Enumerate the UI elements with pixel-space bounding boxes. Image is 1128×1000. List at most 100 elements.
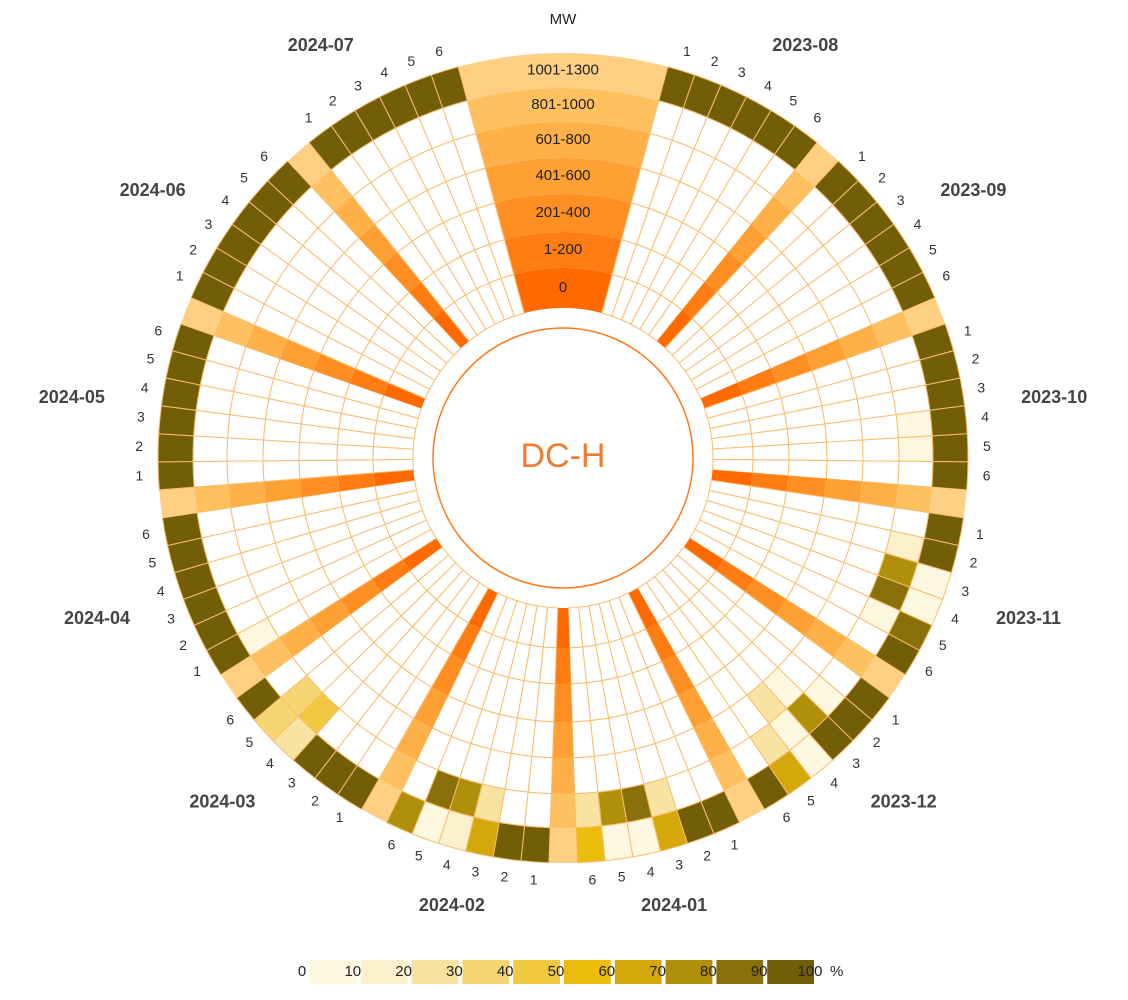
heat-cell	[336, 459, 375, 477]
separator-band	[902, 297, 946, 336]
legend-tick: 30	[446, 963, 463, 980]
separator-band	[645, 622, 676, 662]
legend-swatch	[665, 960, 713, 984]
separator-band	[213, 311, 255, 347]
separator-band	[379, 749, 417, 791]
legend-swatch	[767, 960, 814, 984]
column-label: 4	[764, 78, 772, 94]
column-label: 3	[977, 379, 985, 395]
column-label: 1	[336, 809, 344, 825]
heat-cell	[262, 459, 301, 483]
column-label: 6	[783, 809, 791, 825]
separator-band	[334, 196, 375, 238]
heat-cell	[570, 682, 591, 723]
separator-band	[279, 339, 321, 371]
column-label: 5	[929, 241, 937, 257]
heat-cell	[298, 441, 338, 462]
separator-band	[773, 169, 815, 212]
separator-band	[745, 578, 787, 615]
separator-band	[750, 472, 789, 492]
month-label: 2023-12	[871, 791, 937, 811]
ring-band	[513, 268, 613, 314]
column-label: 2	[500, 869, 508, 885]
separator-band	[861, 655, 906, 698]
ring-label: 601-800	[535, 131, 590, 148]
ring-band	[504, 232, 622, 275]
ring-label: 201-400	[535, 204, 590, 221]
separator-band	[895, 484, 932, 513]
heat-cell	[574, 791, 602, 829]
heat-cell	[524, 791, 552, 829]
column-label: 5	[149, 555, 157, 571]
legend-tick: 40	[497, 963, 514, 980]
month-label: 2024-02	[419, 895, 485, 915]
legend-tick: 20	[395, 963, 412, 980]
legend-tick: 60	[598, 963, 615, 980]
column-label: 6	[260, 148, 268, 164]
heat-cell	[895, 409, 933, 439]
heat-cell	[157, 460, 195, 491]
column-label: 3	[471, 864, 479, 880]
column-label: 2	[972, 351, 980, 367]
heat-cell	[430, 66, 468, 109]
column-label: 5	[618, 869, 626, 885]
legend-tick: 0	[298, 963, 306, 980]
column-label: 4	[141, 379, 149, 395]
column-label: 1	[530, 872, 538, 888]
heat-cell	[788, 441, 828, 462]
column-label: 2	[703, 847, 711, 863]
month-label: 2024-01	[641, 895, 707, 915]
column-label: 1	[731, 836, 739, 852]
month-label: 2024-05	[39, 387, 105, 407]
separator-band	[871, 311, 913, 347]
ring-label: 1001-1300	[527, 61, 599, 78]
heat-cell	[752, 443, 790, 461]
column-label: 3	[961, 583, 969, 599]
heat-cell	[171, 323, 215, 361]
column-label: 6	[435, 43, 443, 59]
separator-band	[657, 310, 693, 348]
ring-label: 0	[559, 279, 567, 296]
separator-band	[402, 538, 443, 571]
separator-band	[395, 718, 433, 761]
month-label: 2023-11	[996, 608, 1061, 628]
separator-band	[824, 478, 863, 503]
separator-band	[550, 793, 576, 829]
separator-band	[250, 637, 293, 678]
separator-band	[628, 588, 658, 629]
ring-band	[485, 158, 641, 203]
center-label: DC-H	[521, 437, 606, 475]
heat-cell	[897, 460, 934, 488]
legend-tick: 80	[700, 963, 717, 980]
heat-cell	[929, 405, 968, 437]
column-label: 1	[976, 526, 984, 542]
separator-band	[711, 469, 753, 487]
heat-cell	[571, 720, 595, 759]
separator-band	[775, 599, 817, 636]
column-label: 4	[981, 409, 989, 425]
column-label: 6	[813, 109, 821, 125]
column-label: 5	[415, 847, 423, 863]
separator-band	[413, 687, 448, 728]
heat-cell	[192, 435, 229, 463]
heat-cell	[192, 460, 229, 488]
separator-band	[716, 559, 754, 592]
separator-band	[556, 607, 570, 648]
ring-band	[476, 122, 650, 169]
column-label: 4	[266, 755, 274, 771]
column-label: 4	[443, 856, 451, 872]
separator-band	[433, 310, 469, 348]
heat-cell	[931, 433, 969, 463]
month-label: 2024-07	[288, 35, 354, 55]
legend-swatch	[564, 960, 611, 984]
heat-cell	[572, 755, 599, 795]
separator-band	[805, 339, 847, 371]
separator-band	[786, 475, 827, 497]
column-label: 3	[852, 755, 860, 771]
legend-swatch	[513, 960, 560, 984]
column-label: 5	[147, 351, 155, 367]
column-label: 2	[311, 793, 319, 809]
separator-band	[159, 487, 198, 518]
heat-cell	[158, 405, 197, 437]
